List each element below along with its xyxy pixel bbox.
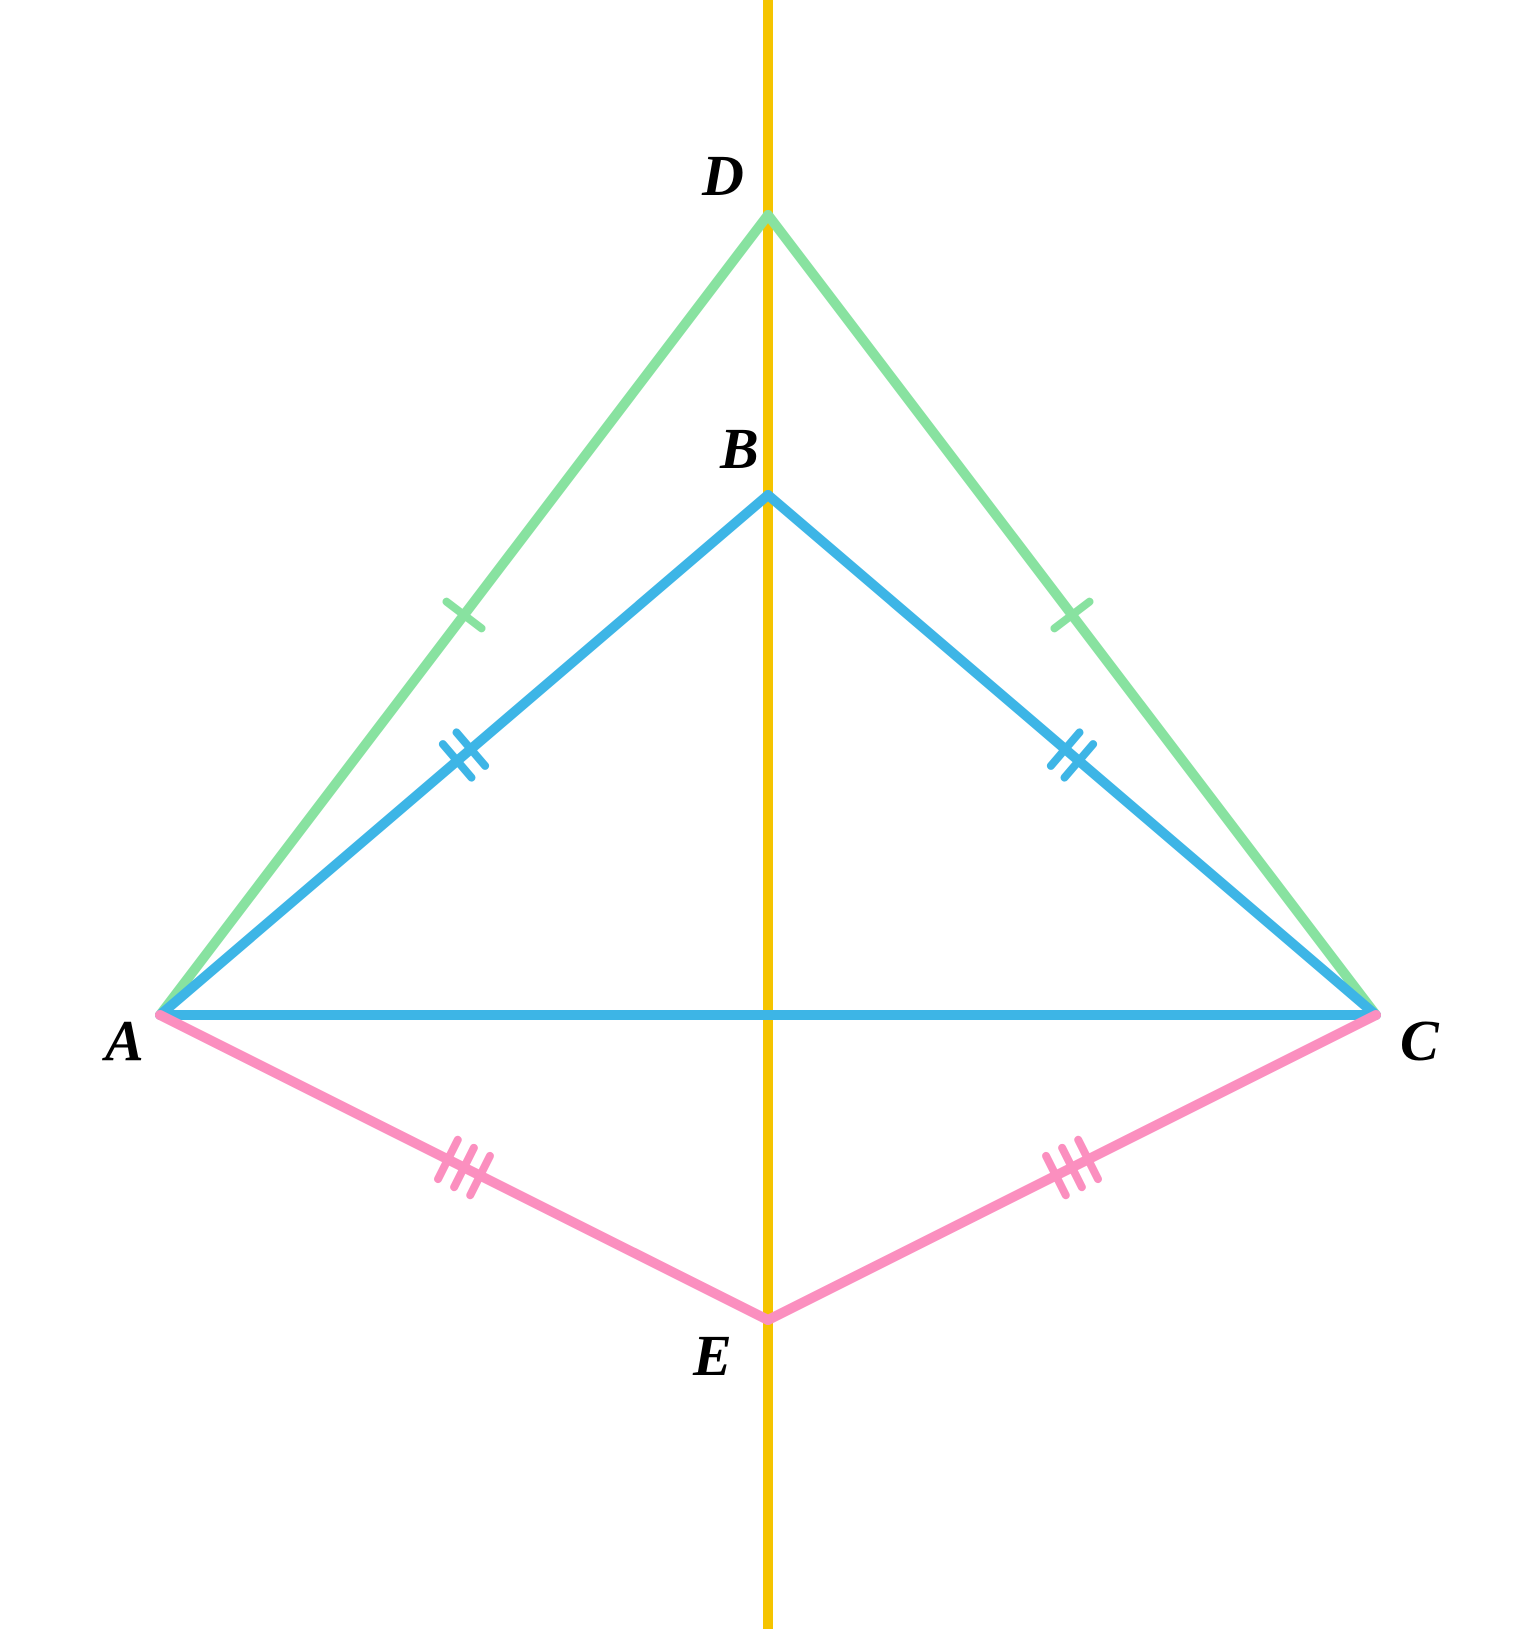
segment-BA	[160, 495, 768, 1015]
label-D: D	[701, 143, 744, 208]
label-E: E	[692, 1323, 732, 1388]
label-B: B	[719, 416, 759, 481]
label-A: A	[102, 1008, 144, 1073]
segment-BC	[768, 495, 1376, 1015]
tick-marks-AE	[438, 1140, 490, 1195]
label-C: C	[1400, 1008, 1440, 1073]
tick-marks-CE	[1046, 1140, 1098, 1195]
geometry-diagram: A B C D E	[0, 0, 1536, 1629]
